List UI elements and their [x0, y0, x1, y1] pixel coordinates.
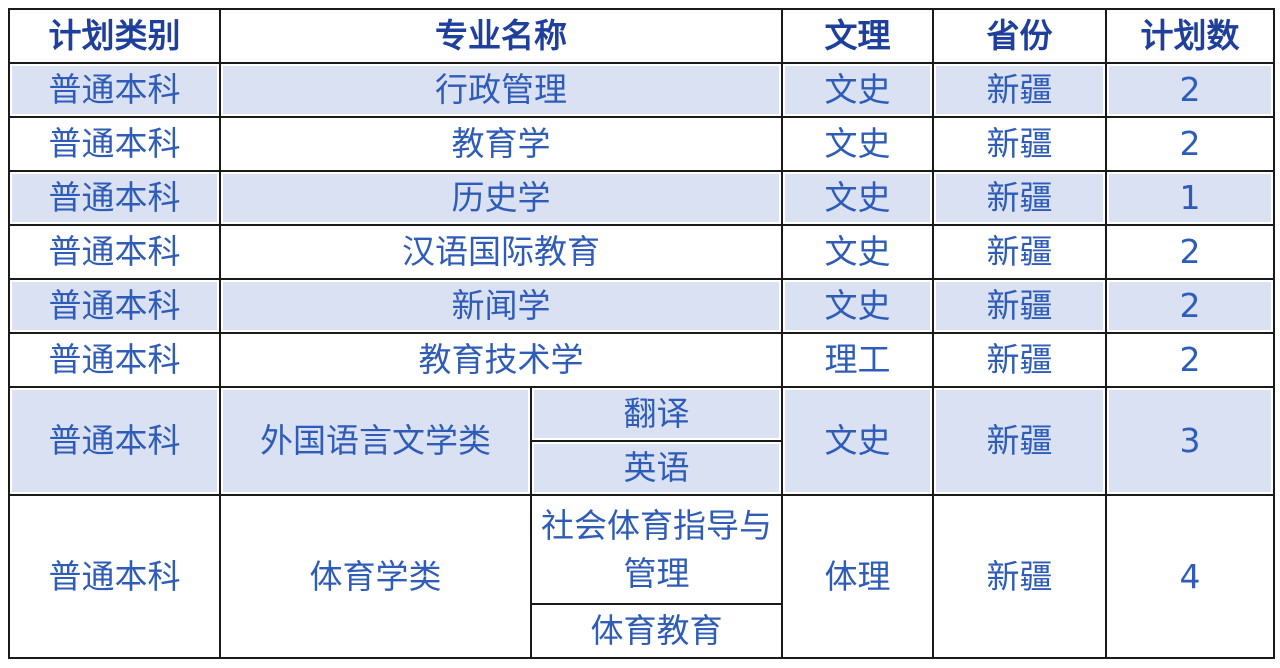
count-cell: 4: [1105, 494, 1275, 659]
table-row: 普通本科 历史学 文史 新疆 1: [8, 170, 1275, 226]
major-cell: 新闻学: [219, 278, 783, 334]
header-province: 省份: [932, 8, 1107, 64]
major-group-cell: 外国语言文学类: [219, 386, 532, 496]
sub-major-cell: 体育教育: [530, 603, 783, 659]
track-cell: 文史: [781, 116, 934, 172]
major-cell: 行政管理: [219, 62, 783, 118]
category-cell: 普通本科: [8, 386, 221, 496]
track-cell: 理工: [781, 332, 934, 388]
sub-major-cell: 社会体育指导与管理: [530, 494, 783, 605]
sub-major-cell: 翻译: [530, 386, 783, 442]
track-cell: 文史: [781, 224, 934, 280]
table-subrow: 英语: [9, 440, 1274, 496]
province-cell: 新疆: [932, 332, 1107, 388]
header-category: 计划类别: [8, 8, 221, 64]
count-cell: 2: [1105, 278, 1275, 334]
sub-major-cell: 英语: [530, 440, 783, 496]
province-cell: 新疆: [932, 494, 1107, 659]
table-row: 普通本科 行政管理 文史 新疆 2: [8, 62, 1275, 118]
table-row-group: 普通本科 体育学类 社会体育指导与管理 体理 新疆 4: [8, 494, 1275, 659]
category-cell: 普通本科: [8, 116, 221, 172]
table-row: 普通本科 汉语国际教育 文史 新疆 2: [8, 224, 1275, 280]
category-cell: 普通本科: [8, 278, 221, 334]
table-row: 普通本科 新闻学 文史 新疆 2: [8, 278, 1275, 334]
major-cell: 教育学: [219, 116, 783, 172]
category-cell: 普通本科: [8, 62, 221, 118]
header-track: 文理: [781, 8, 934, 64]
track-cell: 文史: [781, 278, 934, 334]
province-cell: 新疆: [932, 224, 1107, 280]
major-cell: 教育技术学: [219, 332, 783, 388]
category-cell: 普通本科: [8, 224, 221, 280]
major-cell: 历史学: [219, 170, 783, 226]
category-cell: 普通本科: [8, 494, 221, 659]
enrollment-plan-table: 计划类别 专业名称 文理 省份 计划数 普通本科 行政管理 文史 新疆 2 普通…: [8, 8, 1275, 659]
track-cell: 文史: [781, 62, 934, 118]
track-cell: 文史: [781, 386, 934, 496]
province-cell: 新疆: [932, 62, 1107, 118]
province-cell: 新疆: [932, 386, 1107, 496]
sub-major-text: 社会体育指导与管理: [541, 505, 772, 593]
count-cell: 3: [1105, 386, 1275, 496]
major-cell: 汉语国际教育: [219, 224, 783, 280]
count-cell: 1: [1105, 170, 1275, 226]
table-row: 普通本科 教育学 文史 新疆 2: [8, 116, 1275, 172]
header-major: 专业名称: [219, 8, 783, 64]
province-cell: 新疆: [932, 278, 1107, 334]
count-cell: 2: [1105, 224, 1275, 280]
table-row-group: 普通本科 外国语言文学类 翻译 文史 新疆 3: [8, 386, 1275, 496]
category-cell: 普通本科: [8, 170, 221, 226]
province-cell: 新疆: [932, 170, 1107, 226]
header-count: 计划数: [1105, 8, 1275, 64]
count-cell: 2: [1105, 62, 1275, 118]
major-group-cell: 体育学类: [219, 494, 532, 659]
table-subrow: 体育教育: [9, 603, 1274, 659]
category-cell: 普通本科: [8, 332, 221, 388]
province-cell: 新疆: [932, 116, 1107, 172]
header-row: 计划类别 专业名称 文理 省份 计划数: [8, 8, 1275, 64]
track-cell: 体理: [781, 494, 934, 659]
table-row: 普通本科 教育技术学 理工 新疆 2: [8, 332, 1275, 388]
count-cell: 2: [1105, 332, 1275, 388]
count-cell: 2: [1105, 116, 1275, 172]
track-cell: 文史: [781, 170, 934, 226]
